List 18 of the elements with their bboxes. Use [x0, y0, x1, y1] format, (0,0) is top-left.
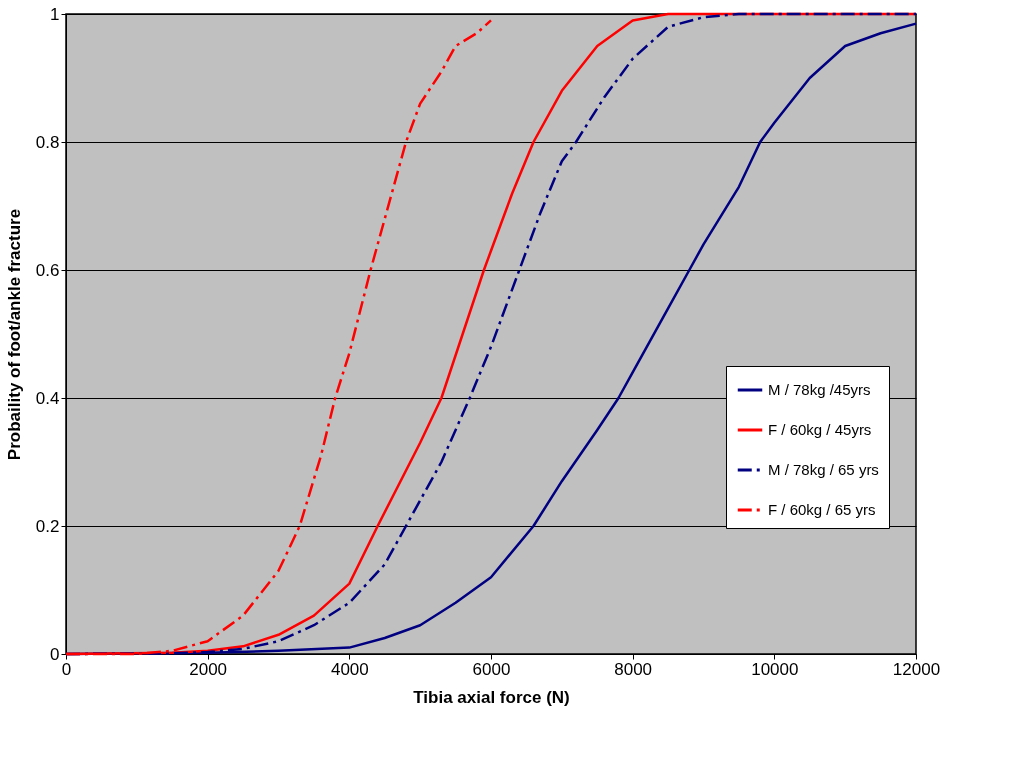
x-tick-label: 12000	[892, 659, 941, 679]
x-tick-label: 6000	[472, 659, 511, 679]
x-tick-label: 4000	[330, 659, 369, 679]
legend-label: F / 60kg / 45yrs	[768, 421, 872, 438]
x-tick-label: 10000	[751, 659, 799, 679]
x-tick-label: 8000	[614, 659, 653, 679]
y-tick-label: 0.6	[35, 260, 60, 280]
y-tick-label: 1	[50, 4, 60, 24]
y-tick-label: 0.2	[35, 516, 60, 536]
y-tick-label: 0	[50, 644, 60, 664]
legend-label: M / 78kg /45yrs	[768, 381, 871, 398]
y-axis-title: Probaility of foot/ankle fracture	[4, 208, 24, 461]
legend-label: F / 60kg / 65 yrs	[768, 501, 876, 518]
x-axis-title: Tibia axial force (N)	[413, 687, 570, 707]
y-tick-label: 0.8	[35, 132, 60, 152]
y-tick-label: 0.4	[35, 388, 60, 408]
legend-label: M / 78kg / 65 yrs	[768, 461, 879, 478]
x-tick-label: 2000	[189, 659, 228, 679]
